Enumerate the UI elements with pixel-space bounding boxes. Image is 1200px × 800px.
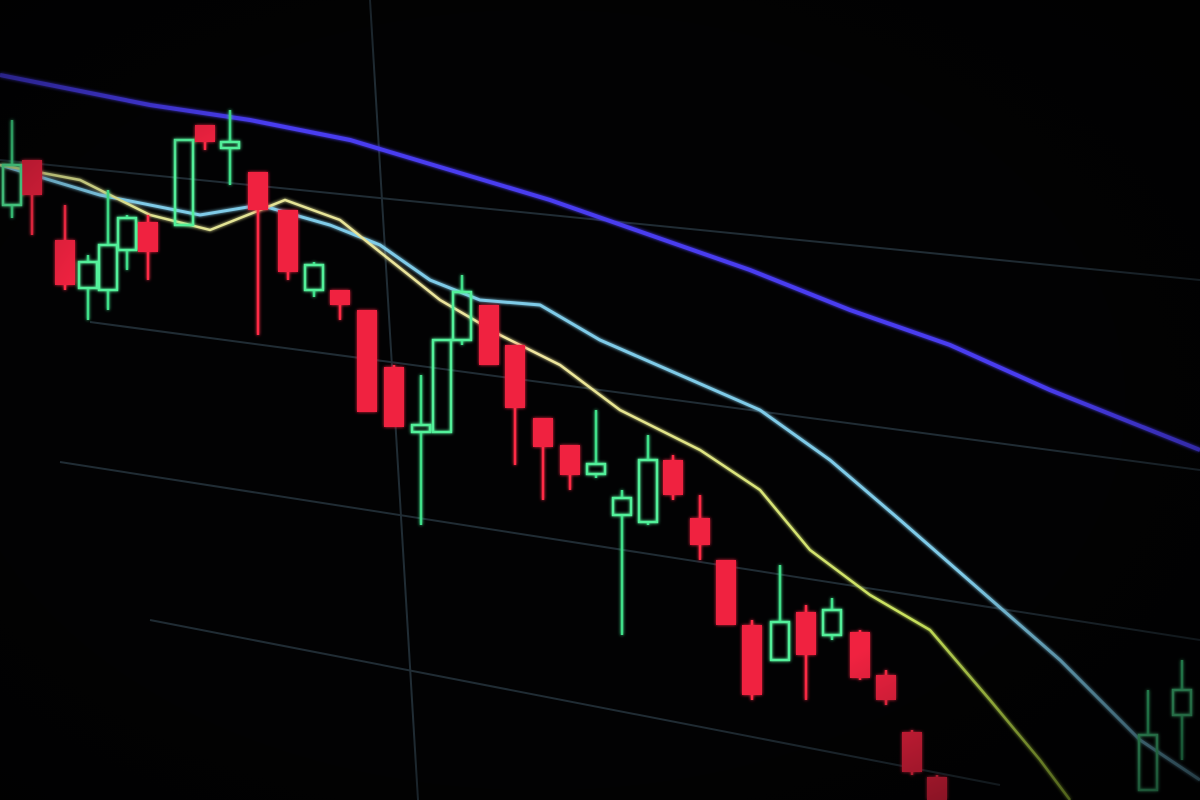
screen-photo bbox=[0, 0, 1200, 800]
vignette bbox=[0, 0, 1200, 800]
page: Candlestick screen photo {} html, body {… bbox=[0, 0, 1200, 800]
page-body: (() => { const data = JSON.parse(documen… bbox=[0, 0, 1200, 800]
